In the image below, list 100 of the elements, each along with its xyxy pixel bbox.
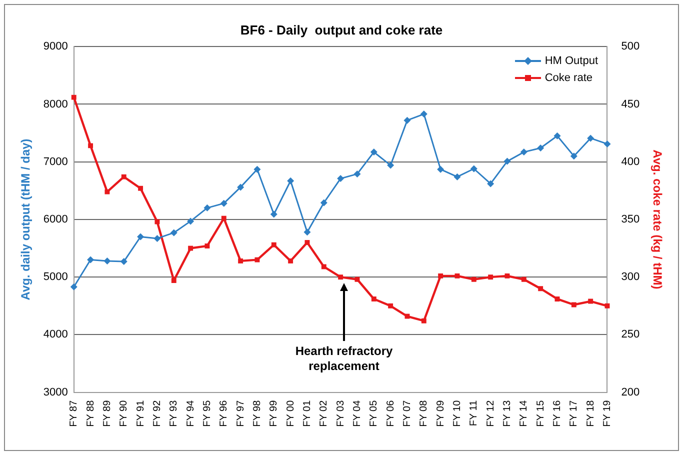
point [588,298,594,304]
x-tick-label: FY 96 [218,400,230,427]
x-tick-label: FY 13 [502,400,513,427]
x-tick-label: FY 91 [135,400,146,427]
x-tick-label: FY 00 [285,400,296,427]
point [304,228,311,236]
point [170,229,178,236]
x-tick-label: FY 92 [152,400,163,427]
x-tick-label: FY 94 [185,400,196,427]
point [454,173,461,180]
point [120,258,128,266]
y-tick-label: 6000 [43,213,68,226]
point [488,274,494,280]
point [204,243,210,248]
x-tick-label: FY 87 [68,400,80,427]
point [338,274,344,280]
x-tick-label: FY 08 [418,400,430,427]
point [437,166,444,173]
point [320,199,328,206]
x-tick-label: FY 14 [518,400,530,427]
x-tick-label: FY 04 [352,400,363,427]
chart-title: BF6 - Daily output and coke rate [240,22,443,38]
y-tick-label: 4000 [43,328,68,341]
x-tick-label: FY 97 [235,400,246,427]
point [521,276,526,282]
point [404,116,411,124]
point [371,296,376,302]
x-tick-label: FY 01 [302,400,313,427]
point [570,152,578,160]
point [154,234,161,242]
point [587,134,594,142]
y2-tick-label: 350 [621,213,640,226]
point [254,166,261,173]
x-tick-label: FY 98 [252,400,263,427]
point [88,143,94,148]
point [288,258,294,264]
legend-label: Coke rate [544,72,593,84]
point [71,94,76,100]
y2-tick-label: 450 [621,98,640,110]
x-tick-label: FY 15 [535,400,546,427]
point [171,278,176,284]
point [571,302,576,308]
point [438,273,444,278]
point [70,283,78,290]
annotation: Hearth refractory replacement [294,344,394,374]
y2-tick-label: 300 [621,271,640,284]
point [187,218,194,225]
point [387,162,394,169]
point [321,264,326,270]
x-tick-label: FY 06 [385,400,396,427]
point [188,246,194,251]
x-tick-label: FY 07 [402,400,413,427]
point [304,240,310,245]
point [520,148,528,156]
x-tick-label: FY 89 [102,400,113,427]
point [220,200,228,207]
point [121,174,126,180]
x-tick-label: FY 95 [202,400,213,427]
y-tick-label: 8000 [43,98,68,110]
point [271,242,276,248]
point [454,273,460,278]
x-tick-label: FY 93 [168,400,180,427]
y2-tick-label: 400 [621,156,640,168]
point [487,180,494,188]
x-tick-label: FY 90 [118,400,130,427]
point [138,186,144,191]
y2-tick-label: 200 [621,386,640,398]
point [270,210,278,218]
point [504,273,510,278]
point [87,256,94,264]
y-tick-label: 9000 [43,40,68,53]
point [537,144,544,152]
point [504,158,511,165]
x-tick-label: FY 09 [435,400,446,427]
x-tick-label: FY 05 [368,400,380,427]
y2-tick-label: 250 [621,328,640,341]
x-tick-label: FY 11 [468,400,480,426]
point [104,189,110,194]
x-tick-label: FY 17 [568,400,580,427]
x-tick-label: FY 10 [452,400,463,427]
x-tick-label: FY 19 [602,400,613,427]
x-tick-label: FY 18 [585,400,596,427]
point [204,204,211,212]
y-axis-title: Avg. daily output (tHM / day) [18,138,33,300]
point [421,318,426,324]
point [221,216,226,221]
point [354,276,360,282]
y-tick-label: 7000 [43,156,68,168]
legend-label: HM Output [544,54,598,66]
point [604,140,611,148]
point [388,303,394,308]
point [604,303,610,308]
point [354,170,361,178]
x-tick-label: FY 88 [85,400,96,427]
point [370,148,378,156]
point [554,132,561,140]
point [238,258,244,264]
x-tick-label: FY 99 [268,400,280,427]
point [287,177,294,184]
y-tick-label: 5000 [43,271,68,284]
